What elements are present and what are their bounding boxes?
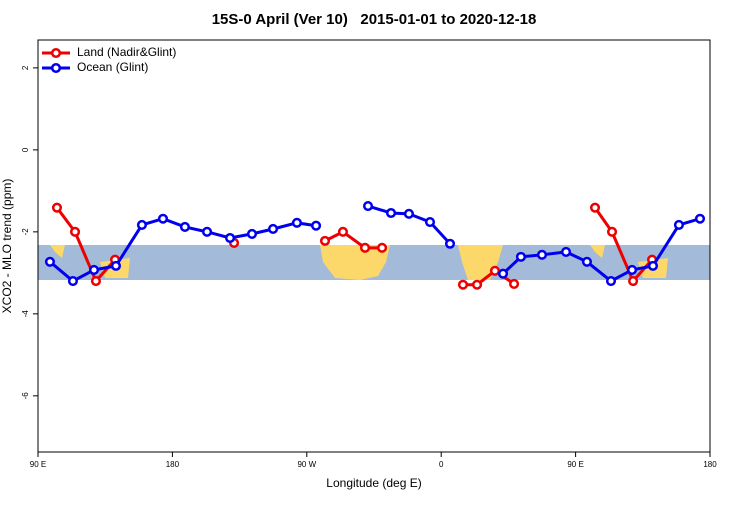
point [403, 208, 414, 219]
point [359, 242, 371, 253]
point [497, 268, 509, 279]
point [337, 226, 348, 237]
point [489, 265, 501, 276]
point [44, 256, 55, 267]
point [136, 219, 147, 230]
point [385, 207, 397, 219]
x-tick-label: 0 [439, 460, 444, 469]
chart-title: 15S-0 April (Ver 10) 2015-01-01 to 2020-… [212, 11, 537, 28]
y-tick-label: 0 [21, 147, 30, 152]
point [606, 226, 618, 237]
point [647, 260, 659, 271]
point [471, 279, 483, 290]
point [509, 278, 520, 289]
point [246, 228, 258, 239]
point [560, 246, 572, 257]
legend-marker [50, 47, 62, 59]
point [424, 216, 436, 228]
legend-label: Land (Nadir&Glint) [77, 45, 176, 59]
x-tick-label: 180 [703, 460, 717, 469]
y-tick-label: -2 [21, 228, 30, 236]
y-tick-label: -4 [21, 310, 30, 318]
point [515, 251, 526, 262]
map-band [38, 245, 710, 280]
point [457, 279, 469, 290]
point [69, 226, 81, 237]
point [673, 219, 684, 230]
point [90, 276, 101, 287]
series-line [55, 206, 654, 287]
point [201, 226, 213, 237]
plot-frame [37, 39, 711, 453]
point [626, 264, 638, 276]
point [311, 220, 322, 231]
x-tick-label: 90 E [30, 460, 46, 469]
point [179, 221, 190, 232]
point [291, 217, 302, 228]
y-axis-label: XCO2 - MLO trend (ppm) [0, 179, 14, 314]
point [536, 249, 548, 260]
point [224, 232, 236, 244]
point [362, 200, 374, 212]
point [605, 276, 617, 287]
y-tick-label: -6 [21, 392, 30, 400]
x-tick-label: 180 [166, 460, 180, 469]
point [589, 202, 601, 213]
land-asia [590, 245, 668, 278]
point [51, 202, 63, 213]
point [157, 213, 169, 224]
point [581, 256, 592, 267]
legend-marker [50, 62, 62, 74]
land-asia [50, 245, 130, 278]
point [377, 242, 388, 253]
point [444, 238, 456, 249]
x-axis-label: Longitude (deg E) [326, 476, 421, 490]
land-africa [320, 245, 390, 280]
point [694, 213, 706, 224]
point [88, 264, 100, 276]
point [319, 235, 331, 246]
x-tick-label: 90 E [567, 460, 583, 469]
point [268, 223, 279, 235]
point [628, 276, 639, 287]
x-tick-label: 90 W [297, 460, 316, 469]
y-tick-label: 2 [21, 65, 30, 70]
point [110, 260, 122, 271]
legend-label: Ocean (Glint) [77, 60, 148, 74]
point [67, 276, 78, 287]
